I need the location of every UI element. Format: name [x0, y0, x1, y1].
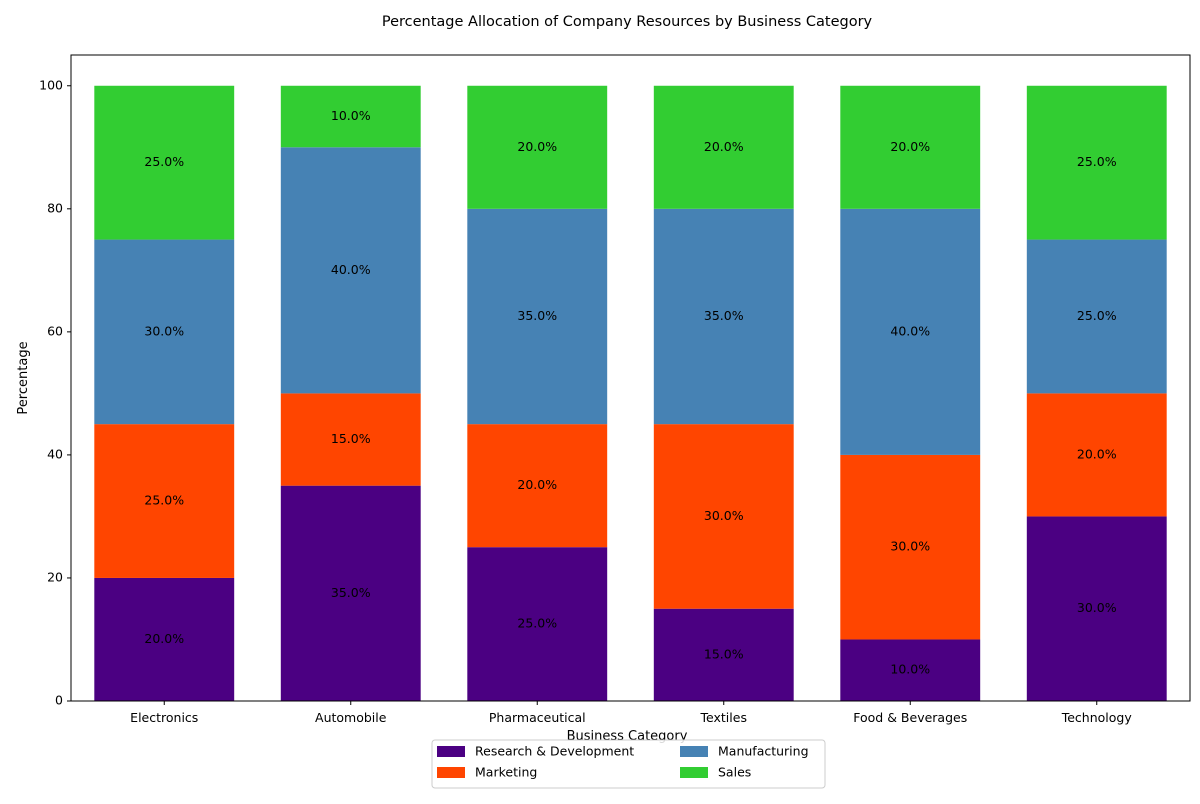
bar-electronics-sales [94, 85, 235, 240]
data-label-textiles-research-development: 15.0% [704, 646, 744, 661]
bar-pharmaceutical-manufacturing [467, 208, 608, 425]
legend-label-sales: Sales [718, 765, 751, 780]
bar-food-beverages-manufacturing [840, 208, 981, 455]
bar-automobile-research-development [280, 485, 421, 701]
y-tick-label: 0 [55, 693, 63, 708]
data-label-textiles-manufacturing: 35.0% [704, 308, 744, 323]
data-label-technology-marketing: 20.0% [1077, 446, 1117, 461]
data-label-technology-research-development: 30.0% [1077, 600, 1117, 615]
y-tick-label: 60 [47, 323, 63, 338]
y-tick-label: 80 [47, 200, 63, 215]
data-label-automobile-marketing: 15.0% [331, 431, 371, 446]
data-label-food-beverages-manufacturing: 40.0% [890, 323, 930, 338]
bars-layer [94, 85, 1167, 701]
data-labels-layer: 20.0% 25.0% 30.0% 25.0% 35.0% 15.0% 40.0% 10.0%… [144, 108, 1116, 677]
data-label-pharmaceutical-manufacturing: 35.0% [517, 308, 557, 323]
plot-frame [70, 54, 1191, 702]
bar-food-beverages-marketing [840, 454, 981, 640]
data-label-electronics-manufacturing: 30.0% [144, 323, 184, 338]
axes-layer: 0 20 40 60 80 100 Electronics Automobile Pharmac… [39, 54, 1191, 725]
y-tick-label: 100 [39, 77, 63, 92]
bar-electronics-manufacturing [94, 239, 235, 425]
data-label-food-beverages-sales: 20.0% [890, 139, 930, 154]
bar-pharmaceutical-marketing [467, 424, 608, 548]
data-label-automobile-research-development: 35.0% [331, 585, 371, 600]
data-label-electronics-sales: 25.0% [144, 154, 184, 169]
legend-label-research-development: Research & Development [475, 744, 634, 759]
x-tick-label: Textiles [700, 710, 747, 725]
data-label-technology-manufacturing: 25.0% [1077, 308, 1117, 323]
legend-label-manufacturing: Manufacturing [718, 744, 809, 759]
data-label-technology-sales: 25.0% [1077, 154, 1117, 169]
bar-electronics-marketing [94, 424, 235, 578]
bar-food-beverages-sales [840, 85, 981, 209]
legend: Research & Development Marketing Manufactu… [431, 739, 826, 789]
chart-title: Percentage Allocation of Company Resourc… [382, 14, 873, 30]
bar-textiles-marketing [653, 424, 794, 609]
data-label-pharmaceutical-research-development: 25.0% [517, 616, 557, 631]
bar-technology-marketing [1026, 393, 1167, 517]
y-tick-label: 40 [47, 446, 63, 461]
bar-technology-manufacturing [1026, 239, 1167, 394]
data-label-pharmaceutical-marketing: 20.0% [517, 477, 557, 492]
legend-box [431, 739, 826, 789]
data-label-textiles-marketing: 30.0% [704, 508, 744, 523]
bar-textiles-research-development [653, 608, 794, 701]
data-label-pharmaceutical-sales: 20.0% [517, 139, 557, 154]
data-label-automobile-manufacturing: 40.0% [331, 262, 371, 277]
bar-technology-research-development [1026, 516, 1167, 701]
y-axis-label: Percentage [16, 341, 31, 414]
bar-food-beverages-research-development [840, 639, 981, 701]
bar-textiles-sales [653, 85, 794, 209]
bar-automobile-manufacturing [280, 147, 421, 394]
x-tick-label: Electronics [130, 710, 198, 725]
bar-electronics-research-development [94, 577, 235, 701]
bar-pharmaceutical-research-development [467, 547, 608, 701]
x-tick-label: Automobile [315, 710, 387, 725]
bar-automobile-sales [280, 85, 421, 148]
legend-swatch-sales [680, 767, 708, 778]
bar-technology-sales [1026, 85, 1167, 240]
y-tick-label: 20 [47, 569, 63, 584]
bar-automobile-marketing [280, 393, 421, 486]
bar-textiles-manufacturing [653, 208, 794, 425]
data-label-food-beverages-marketing: 30.0% [890, 539, 930, 554]
data-label-automobile-sales: 10.0% [331, 108, 371, 123]
legend-swatch-marketing [437, 767, 465, 778]
legend-swatch-research-development [437, 746, 465, 757]
x-tick-label: Technology [1061, 710, 1133, 725]
data-label-electronics-marketing: 25.0% [144, 493, 184, 508]
legend-label-marketing: Marketing [475, 765, 537, 780]
data-label-textiles-sales: 20.0% [704, 139, 744, 154]
legend-swatch-manufacturing [680, 746, 708, 757]
bar-pharmaceutical-sales [467, 85, 608, 209]
x-tick-label: Pharmaceutical [489, 710, 586, 725]
data-label-food-beverages-research-development: 10.0% [890, 662, 930, 677]
x-tick-label: Food & Beverages [853, 710, 967, 725]
data-label-electronics-research-development: 20.0% [144, 631, 184, 646]
